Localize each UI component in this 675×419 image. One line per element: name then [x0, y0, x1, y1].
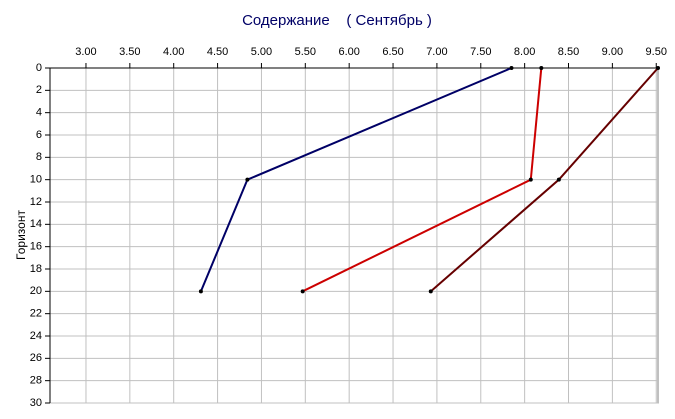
data-point — [528, 177, 533, 182]
y-tick-label: 24 — [30, 330, 42, 342]
x-tick-label: 3.50 — [119, 46, 140, 58]
x-tick-label: 4.50 — [207, 46, 228, 58]
x-tick-label: 9.00 — [602, 46, 623, 58]
chart-title: Содержание ( Сентябрь ) — [242, 12, 432, 29]
y-tick-label: 28 — [30, 375, 42, 387]
y-tick-label: 14 — [30, 218, 42, 230]
plot-area — [49, 67, 659, 404]
y-tick-label: 12 — [30, 196, 42, 208]
y-tick-label: 18 — [30, 263, 42, 275]
y-tick-label: 10 — [30, 174, 42, 186]
x-tick-label: 3.00 — [75, 46, 96, 58]
data-point — [428, 289, 433, 294]
data-point — [300, 289, 305, 294]
data-point — [198, 289, 203, 294]
y-tick-label: 20 — [30, 285, 42, 297]
x-tick-label: 6.00 — [338, 46, 359, 58]
x-tick-label: 5.50 — [295, 46, 316, 58]
y-axis-label: Горизонт — [14, 210, 28, 260]
x-tick-label: 8.50 — [558, 46, 579, 58]
x-tick-label: 7.00 — [426, 46, 447, 58]
data-point — [509, 66, 514, 70]
y-tick-label: 22 — [30, 308, 42, 320]
x-tick-label: 8.00 — [514, 46, 535, 58]
data-point — [556, 177, 561, 182]
x-tick-label: 7.50 — [470, 46, 491, 58]
data-point — [245, 177, 250, 182]
y-tick-label: 0 — [36, 62, 42, 74]
data-point — [656, 66, 660, 70]
data-point — [539, 66, 544, 70]
y-tick-label: 30 — [30, 397, 42, 409]
y-tick-label: 8 — [36, 151, 42, 163]
y-tick-label: 4 — [36, 107, 42, 119]
y-tick-label: 2 — [36, 84, 42, 96]
x-tick-label: 6.50 — [382, 46, 403, 58]
x-tick-label: 9.50 — [646, 46, 667, 58]
y-tick-label: 16 — [30, 241, 42, 253]
x-tick-label: 5.00 — [251, 46, 272, 58]
x-tick-label: 4.00 — [163, 46, 184, 58]
y-tick-label: 6 — [36, 129, 42, 141]
y-tick-label: 26 — [30, 352, 42, 364]
